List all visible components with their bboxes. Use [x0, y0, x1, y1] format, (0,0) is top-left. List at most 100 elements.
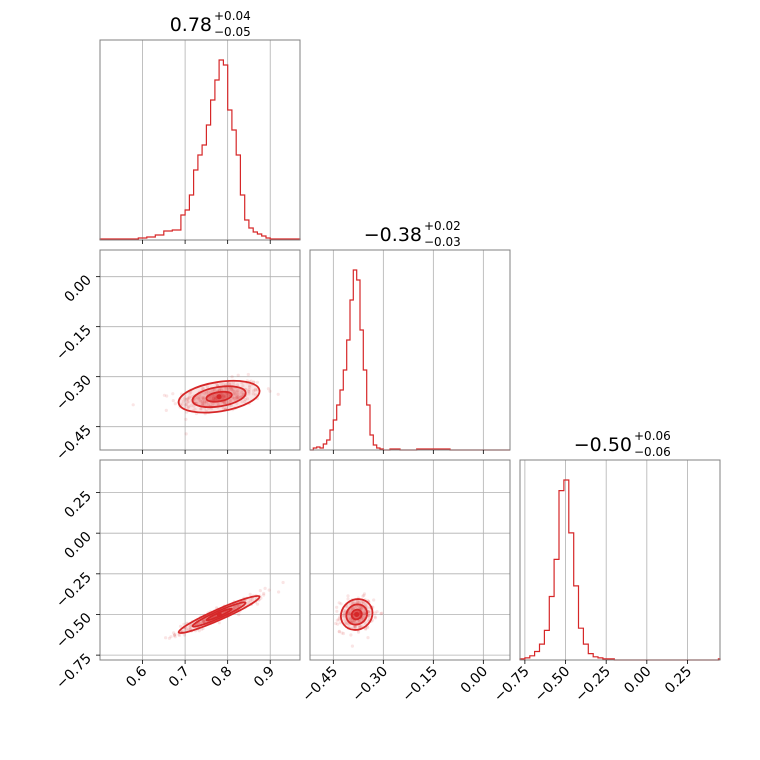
scatter-point — [213, 398, 217, 402]
panel-0-0 — [99, 39, 301, 244]
title-median: −0.50 — [574, 434, 632, 456]
scatter-point — [202, 619, 206, 624]
scatter-point — [363, 621, 367, 626]
scatter-point — [180, 402, 184, 406]
scatter-point — [262, 591, 266, 596]
scatter-point — [171, 399, 175, 403]
scatter-point — [198, 398, 202, 402]
scatter-point — [334, 621, 338, 626]
scatter-point — [189, 404, 193, 408]
scatter-points — [164, 580, 285, 640]
scatter-point — [238, 603, 242, 607]
scatter-point — [367, 614, 371, 618]
scatter-point — [212, 396, 216, 400]
scatter-point — [202, 395, 206, 400]
scatter-point — [227, 387, 231, 392]
scatter-point — [164, 636, 168, 640]
scatter-point — [345, 605, 349, 609]
scatter-point — [222, 407, 226, 411]
scatter-point — [243, 397, 247, 402]
scatter-point — [346, 594, 350, 598]
scatter-point — [230, 386, 234, 390]
scatter-point — [217, 388, 221, 392]
scatter-point — [172, 633, 176, 638]
scatter-point — [247, 390, 251, 394]
scatter-point — [171, 392, 175, 396]
scatter-point — [248, 598, 252, 602]
scatter-point — [222, 394, 226, 398]
scatter-point — [230, 388, 234, 392]
scatter-point — [379, 612, 383, 616]
panel-frame — [99, 459, 301, 661]
scatter-point — [205, 390, 209, 394]
scatter-point — [340, 631, 344, 635]
scatter-point — [173, 633, 177, 637]
scatter-point — [236, 389, 240, 393]
scatter-point — [363, 602, 367, 606]
scatter-point — [203, 391, 207, 395]
scatter-point — [233, 391, 237, 395]
density-peak — [216, 612, 222, 617]
scatter-point — [366, 626, 370, 630]
scatter-point — [372, 598, 376, 602]
scatter-point — [355, 600, 359, 604]
title-median: −0.38 — [364, 224, 422, 246]
scatter-point — [232, 389, 236, 393]
scatter-point — [235, 604, 239, 609]
scatter-point — [201, 619, 205, 624]
scatter-point — [341, 613, 346, 618]
scatter-point — [356, 599, 360, 604]
scatter-point — [186, 397, 190, 401]
scatter-point — [337, 601, 341, 605]
scatter-point — [343, 618, 347, 622]
scatter-point — [212, 388, 216, 392]
scatter-point — [193, 407, 197, 411]
scatter-point — [251, 392, 255, 396]
scatter-point — [181, 399, 185, 403]
scatter-point — [355, 599, 359, 604]
scatter-point — [348, 616, 352, 620]
scatter-point — [212, 397, 216, 401]
scatter-point — [353, 625, 357, 630]
x-tick-label: −0.30 — [350, 664, 392, 706]
x-tick-label: 0.9 — [251, 664, 278, 691]
scatter-point — [205, 385, 210, 389]
scatter-point — [346, 597, 350, 601]
panel-frame — [519, 459, 721, 661]
scatter-point — [337, 630, 341, 634]
scatter-point — [167, 636, 171, 640]
x-tick-label: 0.8 — [208, 664, 235, 691]
scatter-point — [213, 398, 217, 402]
scatter-point — [344, 621, 348, 625]
histogram-step-0 — [99, 59, 301, 240]
scatter-point — [358, 605, 362, 609]
scatter-point — [349, 617, 353, 621]
scatter-point — [200, 401, 204, 405]
scatter-point — [199, 407, 203, 411]
scatter-point — [164, 408, 168, 412]
scatter-point — [358, 599, 362, 603]
scatter-point — [352, 600, 356, 605]
scatter-point — [349, 608, 353, 612]
x-tick-label: 0.7 — [166, 664, 193, 691]
scatter-point — [367, 614, 371, 618]
scatter-point — [229, 398, 233, 402]
title-minus: −0.06 — [634, 445, 671, 459]
scatter-point — [356, 630, 361, 634]
scatter-point — [235, 383, 240, 387]
scatter-point — [206, 403, 211, 407]
x-tick-label: 0.00 — [621, 664, 654, 697]
scatter-point — [341, 631, 346, 636]
scatter-point — [253, 387, 257, 391]
scatter-point — [200, 396, 205, 400]
scatter-point — [182, 633, 187, 637]
y-tick-label: 0.25 — [61, 488, 94, 521]
scatter-point — [373, 616, 377, 620]
scatter-point — [206, 390, 210, 394]
scatter-point — [213, 388, 217, 392]
scatter-point — [362, 609, 366, 613]
scatter-point — [380, 611, 384, 615]
scatter-point — [359, 624, 363, 629]
panel-frame — [99, 39, 301, 241]
scatter-point — [184, 403, 188, 407]
